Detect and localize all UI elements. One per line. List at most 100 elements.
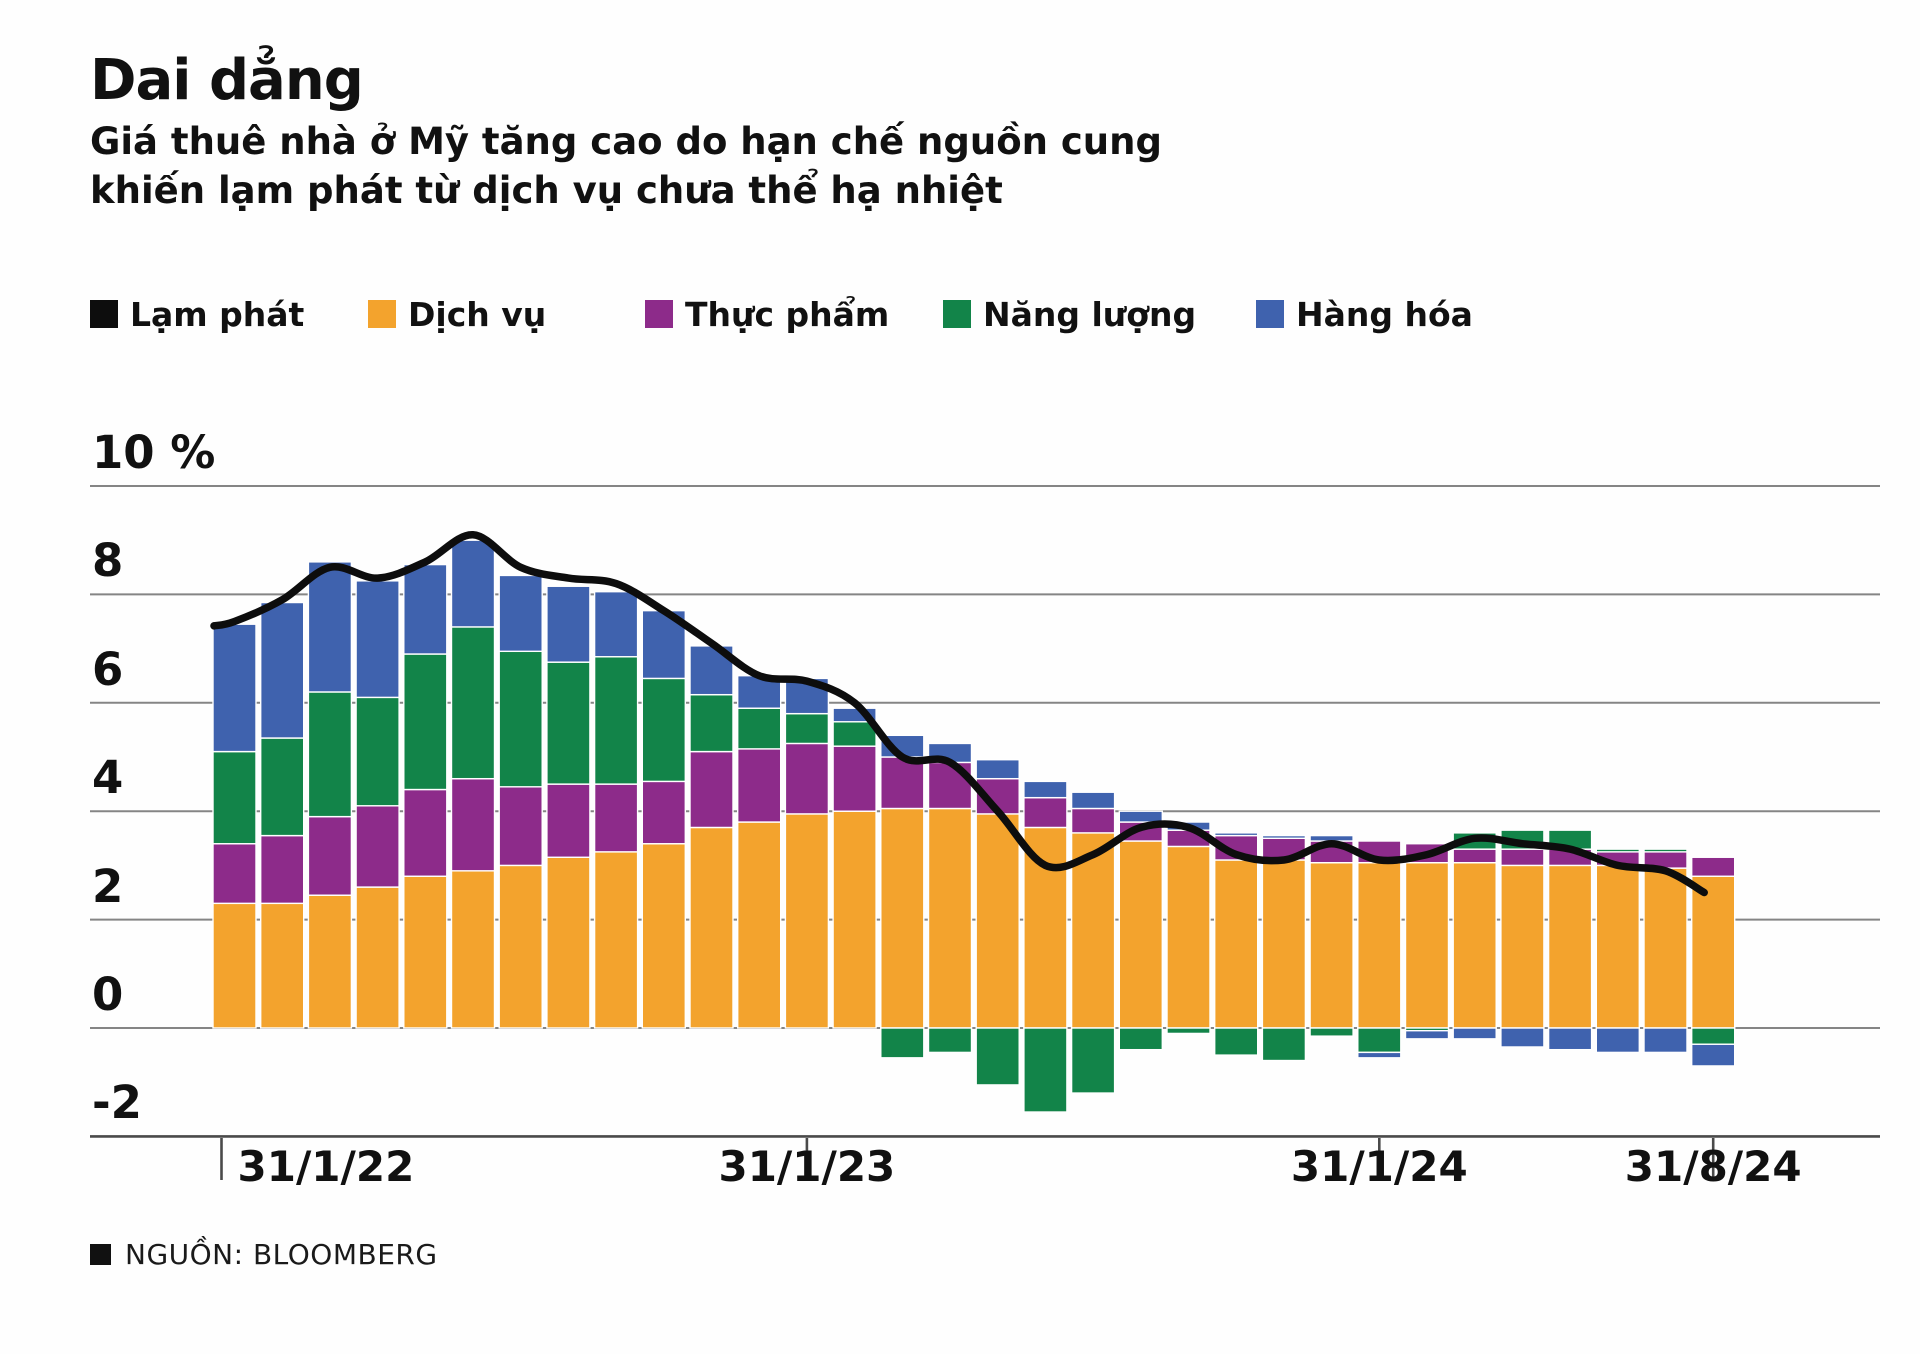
bar-segment [832, 810, 877, 1029]
bar-segment [1261, 859, 1307, 1029]
x-axis-label: 31/1/22 [237, 1142, 415, 1191]
bar-segment [1643, 867, 1688, 1029]
bar-segment [498, 574, 543, 653]
bar-segment [498, 786, 543, 867]
bar-segment [1118, 1027, 1164, 1051]
bar-segment [546, 856, 591, 1029]
bar-segment [1404, 1027, 1450, 1032]
subtitle-line-2: khiến lạm phát từ dịch vụ chưa thể hạ nh… [90, 168, 1003, 212]
bar-segment [880, 734, 925, 758]
bar-segment [1357, 1027, 1402, 1054]
bar-segment [1547, 848, 1593, 867]
bar-segment [450, 777, 496, 872]
bar-segment [403, 875, 448, 1029]
bar-segment [880, 1027, 925, 1059]
bar-segment [498, 650, 543, 788]
bar-segment [1309, 840, 1354, 864]
bar-segment [1404, 843, 1450, 864]
bar-segment [641, 677, 686, 783]
y-axis-label: -2 [92, 1076, 142, 1130]
bar-segment [1547, 864, 1593, 1029]
bar-segment [1213, 859, 1259, 1029]
bar-segment [1595, 848, 1641, 853]
bar-segment [1309, 861, 1354, 1029]
bar-segment [689, 693, 734, 753]
bar-segment [1309, 834, 1354, 842]
bar-segment [1166, 821, 1211, 831]
bar-segment [784, 742, 830, 815]
bar-segment [641, 609, 686, 680]
bar-segment [1452, 848, 1497, 864]
bar-segment [1500, 1027, 1545, 1048]
bar-segment [403, 653, 448, 791]
legend-item-food: Thực phẩm [645, 293, 889, 335]
bar-segment [212, 750, 257, 845]
bar-segment [1070, 807, 1116, 834]
bar-segment [832, 745, 877, 812]
bar-segment [1166, 845, 1211, 1029]
bar-segment [212, 902, 257, 1029]
x-axis-label: 31/1/23 [718, 1142, 896, 1191]
bar-segment [1500, 864, 1545, 1029]
bar-segment [403, 788, 448, 877]
legend-label: Dịch vụ [408, 294, 547, 334]
bar-segment [355, 805, 400, 888]
bar-segment [1643, 848, 1688, 853]
inflation-line [210, 531, 1708, 897]
bar-segment [880, 807, 925, 1029]
bar-segment [1213, 834, 1259, 861]
x-axis-label: 31/8/24 [1624, 1142, 1802, 1191]
bar-segment [593, 851, 639, 1029]
bar-segment [1023, 826, 1068, 1029]
bar-segment [1023, 796, 1068, 829]
y-axis-label: 6 [92, 642, 124, 696]
bar-segment [593, 590, 639, 658]
bar-segment [927, 807, 973, 1029]
y-axis-label: 4 [92, 751, 124, 805]
legend-item-energy: Năng lượng [943, 293, 1196, 335]
bar-segment [737, 821, 782, 1029]
bar-segment [1452, 861, 1497, 1029]
bar-segment [1261, 834, 1307, 840]
legend-label: Năng lượng [983, 294, 1197, 334]
bar-segment [212, 843, 257, 905]
bar-segment [593, 783, 639, 853]
legend-item-goods: Hàng hóa [1256, 293, 1473, 335]
y-axis-label: 8 [92, 534, 124, 588]
bar-segment [355, 886, 400, 1029]
bar-segment [1690, 856, 1736, 877]
bar-segment [1357, 861, 1402, 1029]
bar-segment [450, 539, 496, 628]
chart-subtitle: Giá thuê nhà ở Mỹ tăng cao do hạn chế ng… [90, 118, 1162, 216]
bar-segment [1452, 1027, 1497, 1040]
bar-segment [975, 759, 1020, 780]
bar-segment [260, 737, 305, 837]
bar-segment [403, 563, 448, 655]
bar-segment [260, 834, 305, 905]
bar-segment [975, 813, 1020, 1029]
bar-segment [927, 1027, 973, 1054]
x-axis-label: 31/1/24 [1290, 1142, 1468, 1191]
bar-segment [1166, 829, 1211, 848]
bar-segment [307, 815, 353, 896]
bar-segment [260, 601, 305, 739]
bar-segment [689, 750, 734, 829]
subtitle-line-1: Giá thuê nhà ở Mỹ tăng cao do hạn chế ng… [90, 120, 1162, 163]
bar-segment [689, 645, 734, 696]
bar-segment [593, 656, 639, 785]
bar-segment [689, 826, 734, 1029]
bar-segment [1070, 1027, 1116, 1094]
bar-segment [1261, 837, 1307, 861]
page-title: Dai dẳng [90, 48, 364, 113]
bar-segment [1070, 832, 1116, 1029]
bar-segment [212, 623, 257, 753]
bar-segment [1023, 1027, 1068, 1113]
bar-segment [1690, 875, 1736, 1029]
bar-segment [641, 780, 686, 845]
bar-segment [1643, 851, 1688, 869]
bar-segment [1213, 1027, 1259, 1056]
bar-segment [737, 707, 782, 750]
bar-segment [1595, 864, 1641, 1029]
bar-segment [832, 707, 877, 723]
